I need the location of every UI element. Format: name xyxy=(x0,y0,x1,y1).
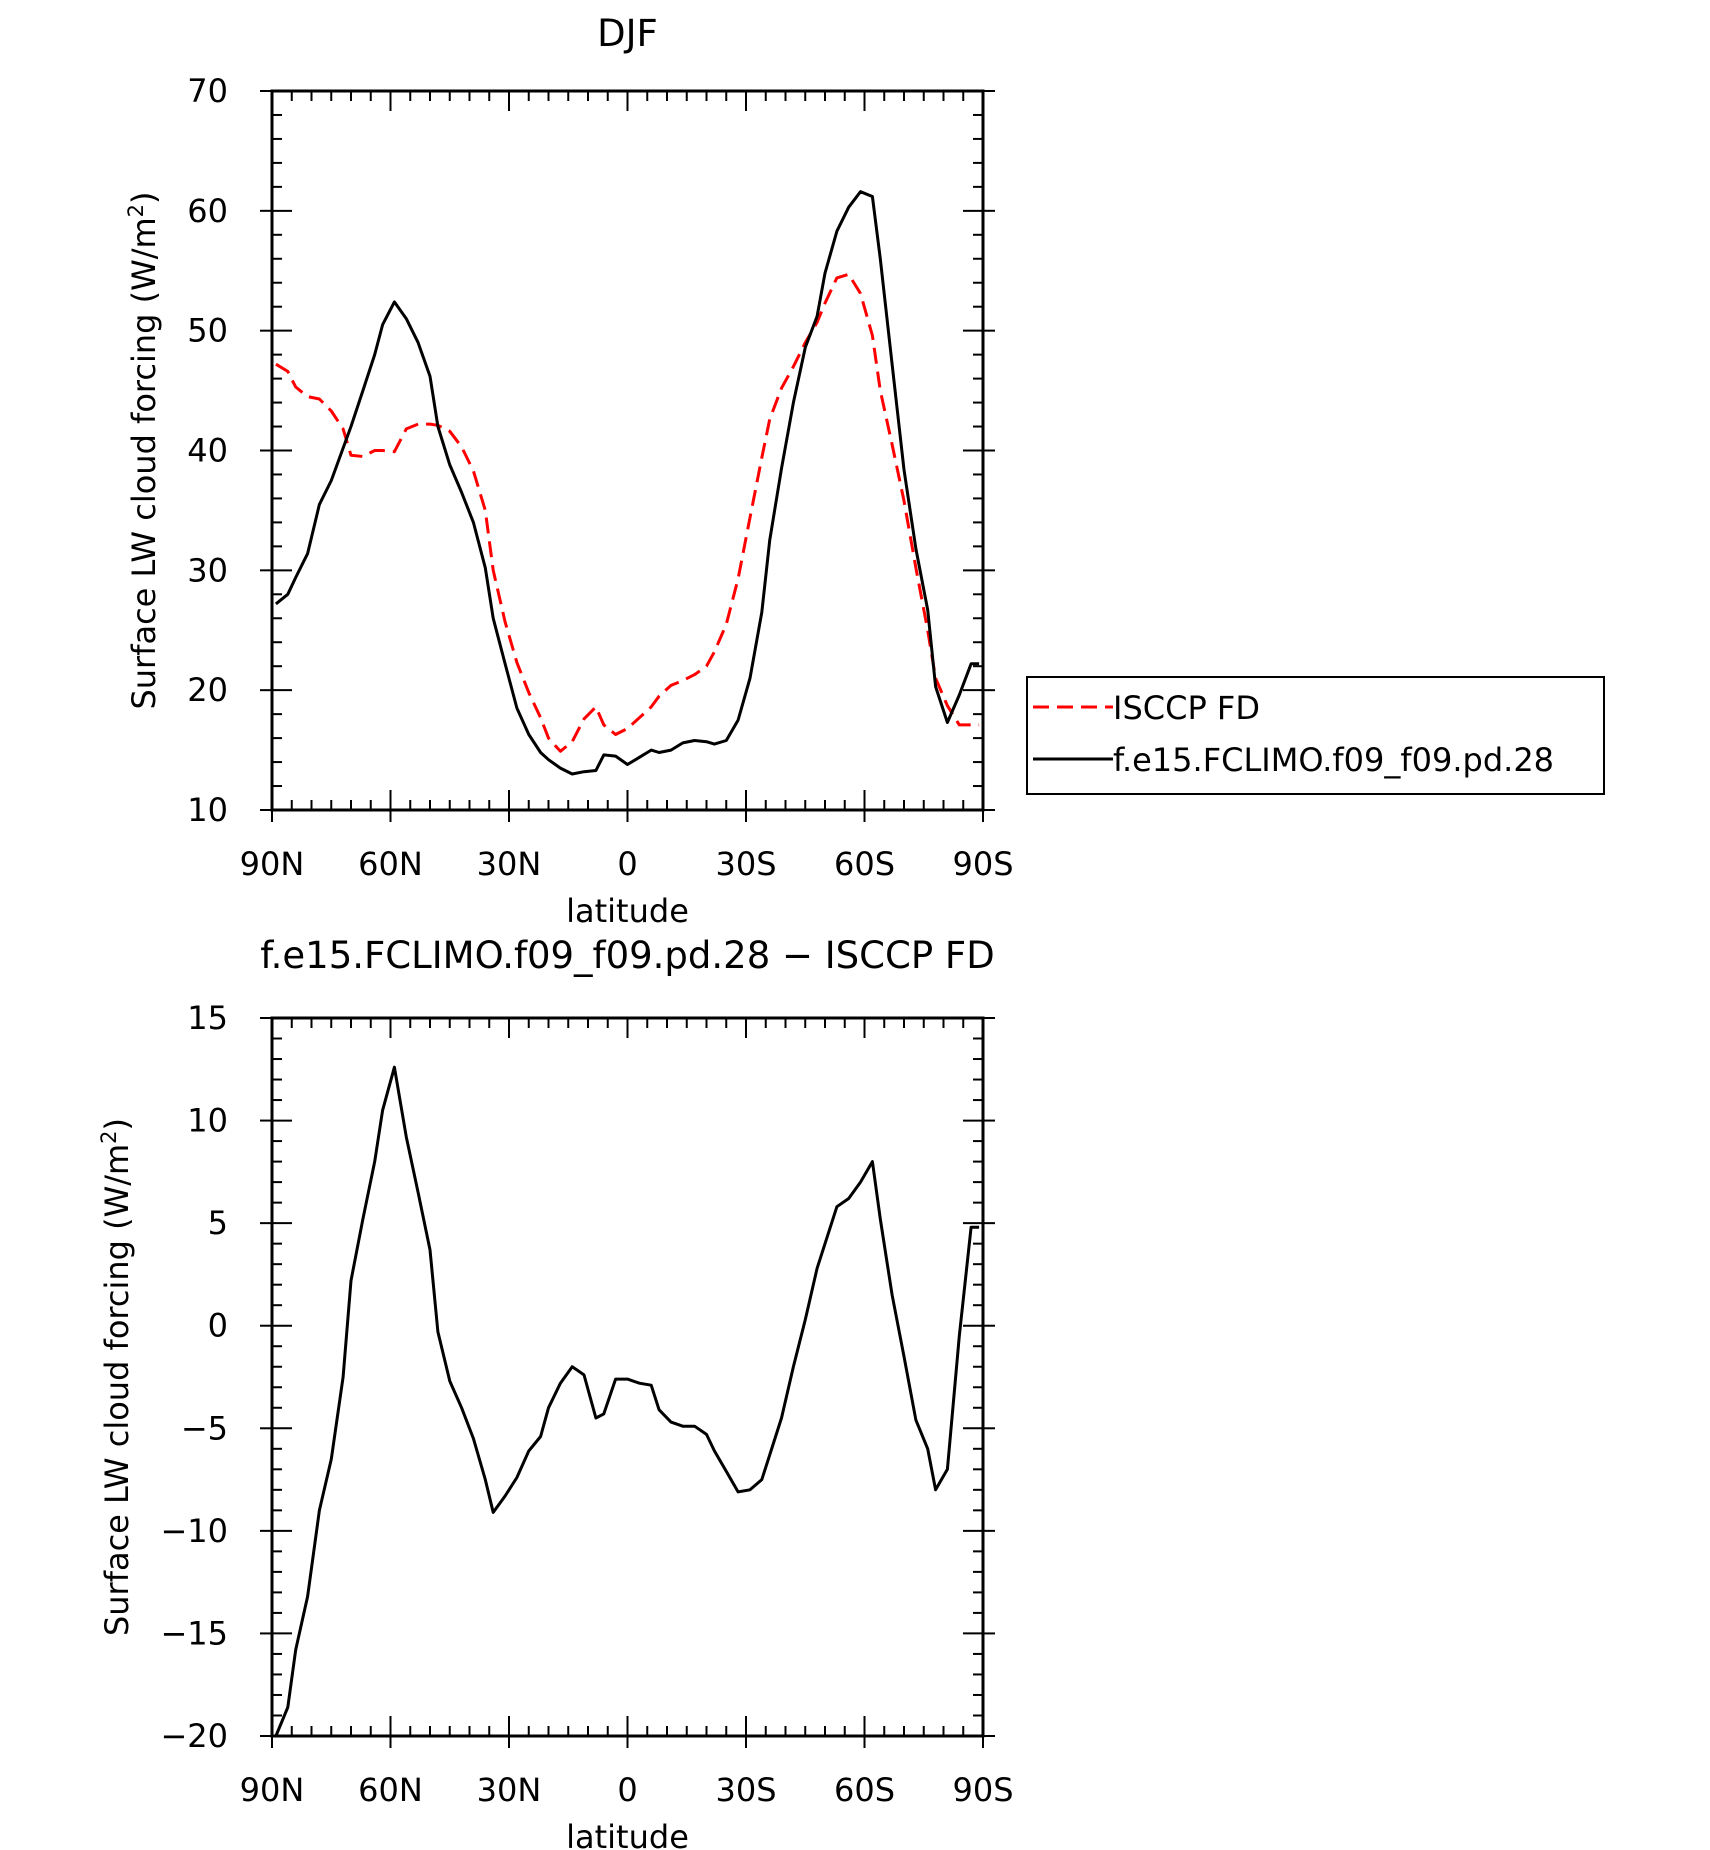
y-axis-title: Surface LW cloud forcing (W/m2) xyxy=(124,191,163,709)
y-axis-title-superscript: 2 xyxy=(124,204,148,217)
chart-title: f.e15.FCLIMO.f09_f09.pd.28 − ISCCP FD xyxy=(260,934,994,977)
series-line-1 xyxy=(274,1065,980,1737)
y-tick-label: 5 xyxy=(208,1204,228,1242)
x-tick-label: 0 xyxy=(617,1771,637,1809)
x-tick-label: 90S xyxy=(952,845,1013,883)
y-axis-title-main: Surface LW cloud forcing (W/m xyxy=(98,1144,136,1636)
y-tick-label: 50 xyxy=(187,312,228,350)
x-tick-label: 60N xyxy=(358,845,423,883)
series-line-2 xyxy=(274,190,980,776)
y-tick-label: −10 xyxy=(160,1512,228,1550)
y-tick-label: 15 xyxy=(187,999,228,1037)
x-tick-label: 60N xyxy=(358,1771,423,1809)
y-tick-label: 40 xyxy=(187,432,228,470)
y-axis-title-main: Surface LW cloud forcing (W/m xyxy=(125,217,163,709)
legend-box xyxy=(1026,676,1605,795)
x-tick-label: 30S xyxy=(715,1771,776,1809)
chart-panel-2: f.e15.FCLIMO.f09_f09.pd.28 − ISCCP FD 90N… xyxy=(97,934,1014,1850)
legend-label-1: ISCCP FD xyxy=(1113,689,1260,727)
y-tick-label: 30 xyxy=(187,551,228,589)
chart-panel-1: DJF 90N 60N 30N 0 30S 60S 90S latitude 10 20 30 40 50… xyxy=(124,12,1605,930)
x-tick-label: 60S xyxy=(834,845,895,883)
x-tick-label: 90N xyxy=(240,845,305,883)
y-axis-title-superscript: 2 xyxy=(97,1130,121,1143)
x-axis-title: latitude xyxy=(566,1818,689,1850)
y-tick-label: 10 xyxy=(187,791,228,829)
x-tick-label: 30S xyxy=(715,845,776,883)
y-tick-label: −20 xyxy=(160,1717,228,1755)
x-tick-label: 0 xyxy=(617,845,637,883)
y-tick-label: 20 xyxy=(187,671,228,709)
chart-title: DJF xyxy=(597,12,658,55)
y-tick-label: 70 xyxy=(187,72,228,110)
y-axis-title-close: ) xyxy=(125,191,163,203)
y-tick-label: −15 xyxy=(160,1614,228,1652)
y-axis-title-close: ) xyxy=(98,1118,136,1130)
y-tick-label: 0 xyxy=(208,1307,228,1345)
y-tick-label: −5 xyxy=(181,1409,228,1447)
x-tick-label: 30N xyxy=(477,1771,542,1809)
x-tick-label: 30N xyxy=(477,845,542,883)
x-tick-label: 90S xyxy=(952,1771,1013,1809)
plot-frame xyxy=(270,1016,985,1738)
legend-label-2: f.e15.FCLIMO.f09_f09.pd.28 xyxy=(1113,741,1554,779)
x-tick-label: 60S xyxy=(834,1771,895,1809)
y-tick-label: 60 xyxy=(187,192,228,230)
x-tick-label: 90N xyxy=(240,1771,305,1809)
legend: ISCCP FD f.e15.FCLIMO.f09_f09.pd.28 xyxy=(1026,676,1605,795)
x-axis-title: latitude xyxy=(566,892,689,930)
series-line-1 xyxy=(275,272,980,753)
y-axis-title: Surface LW cloud forcing (W/m2) xyxy=(97,1118,136,1636)
y-tick-label: 10 xyxy=(187,1102,228,1140)
